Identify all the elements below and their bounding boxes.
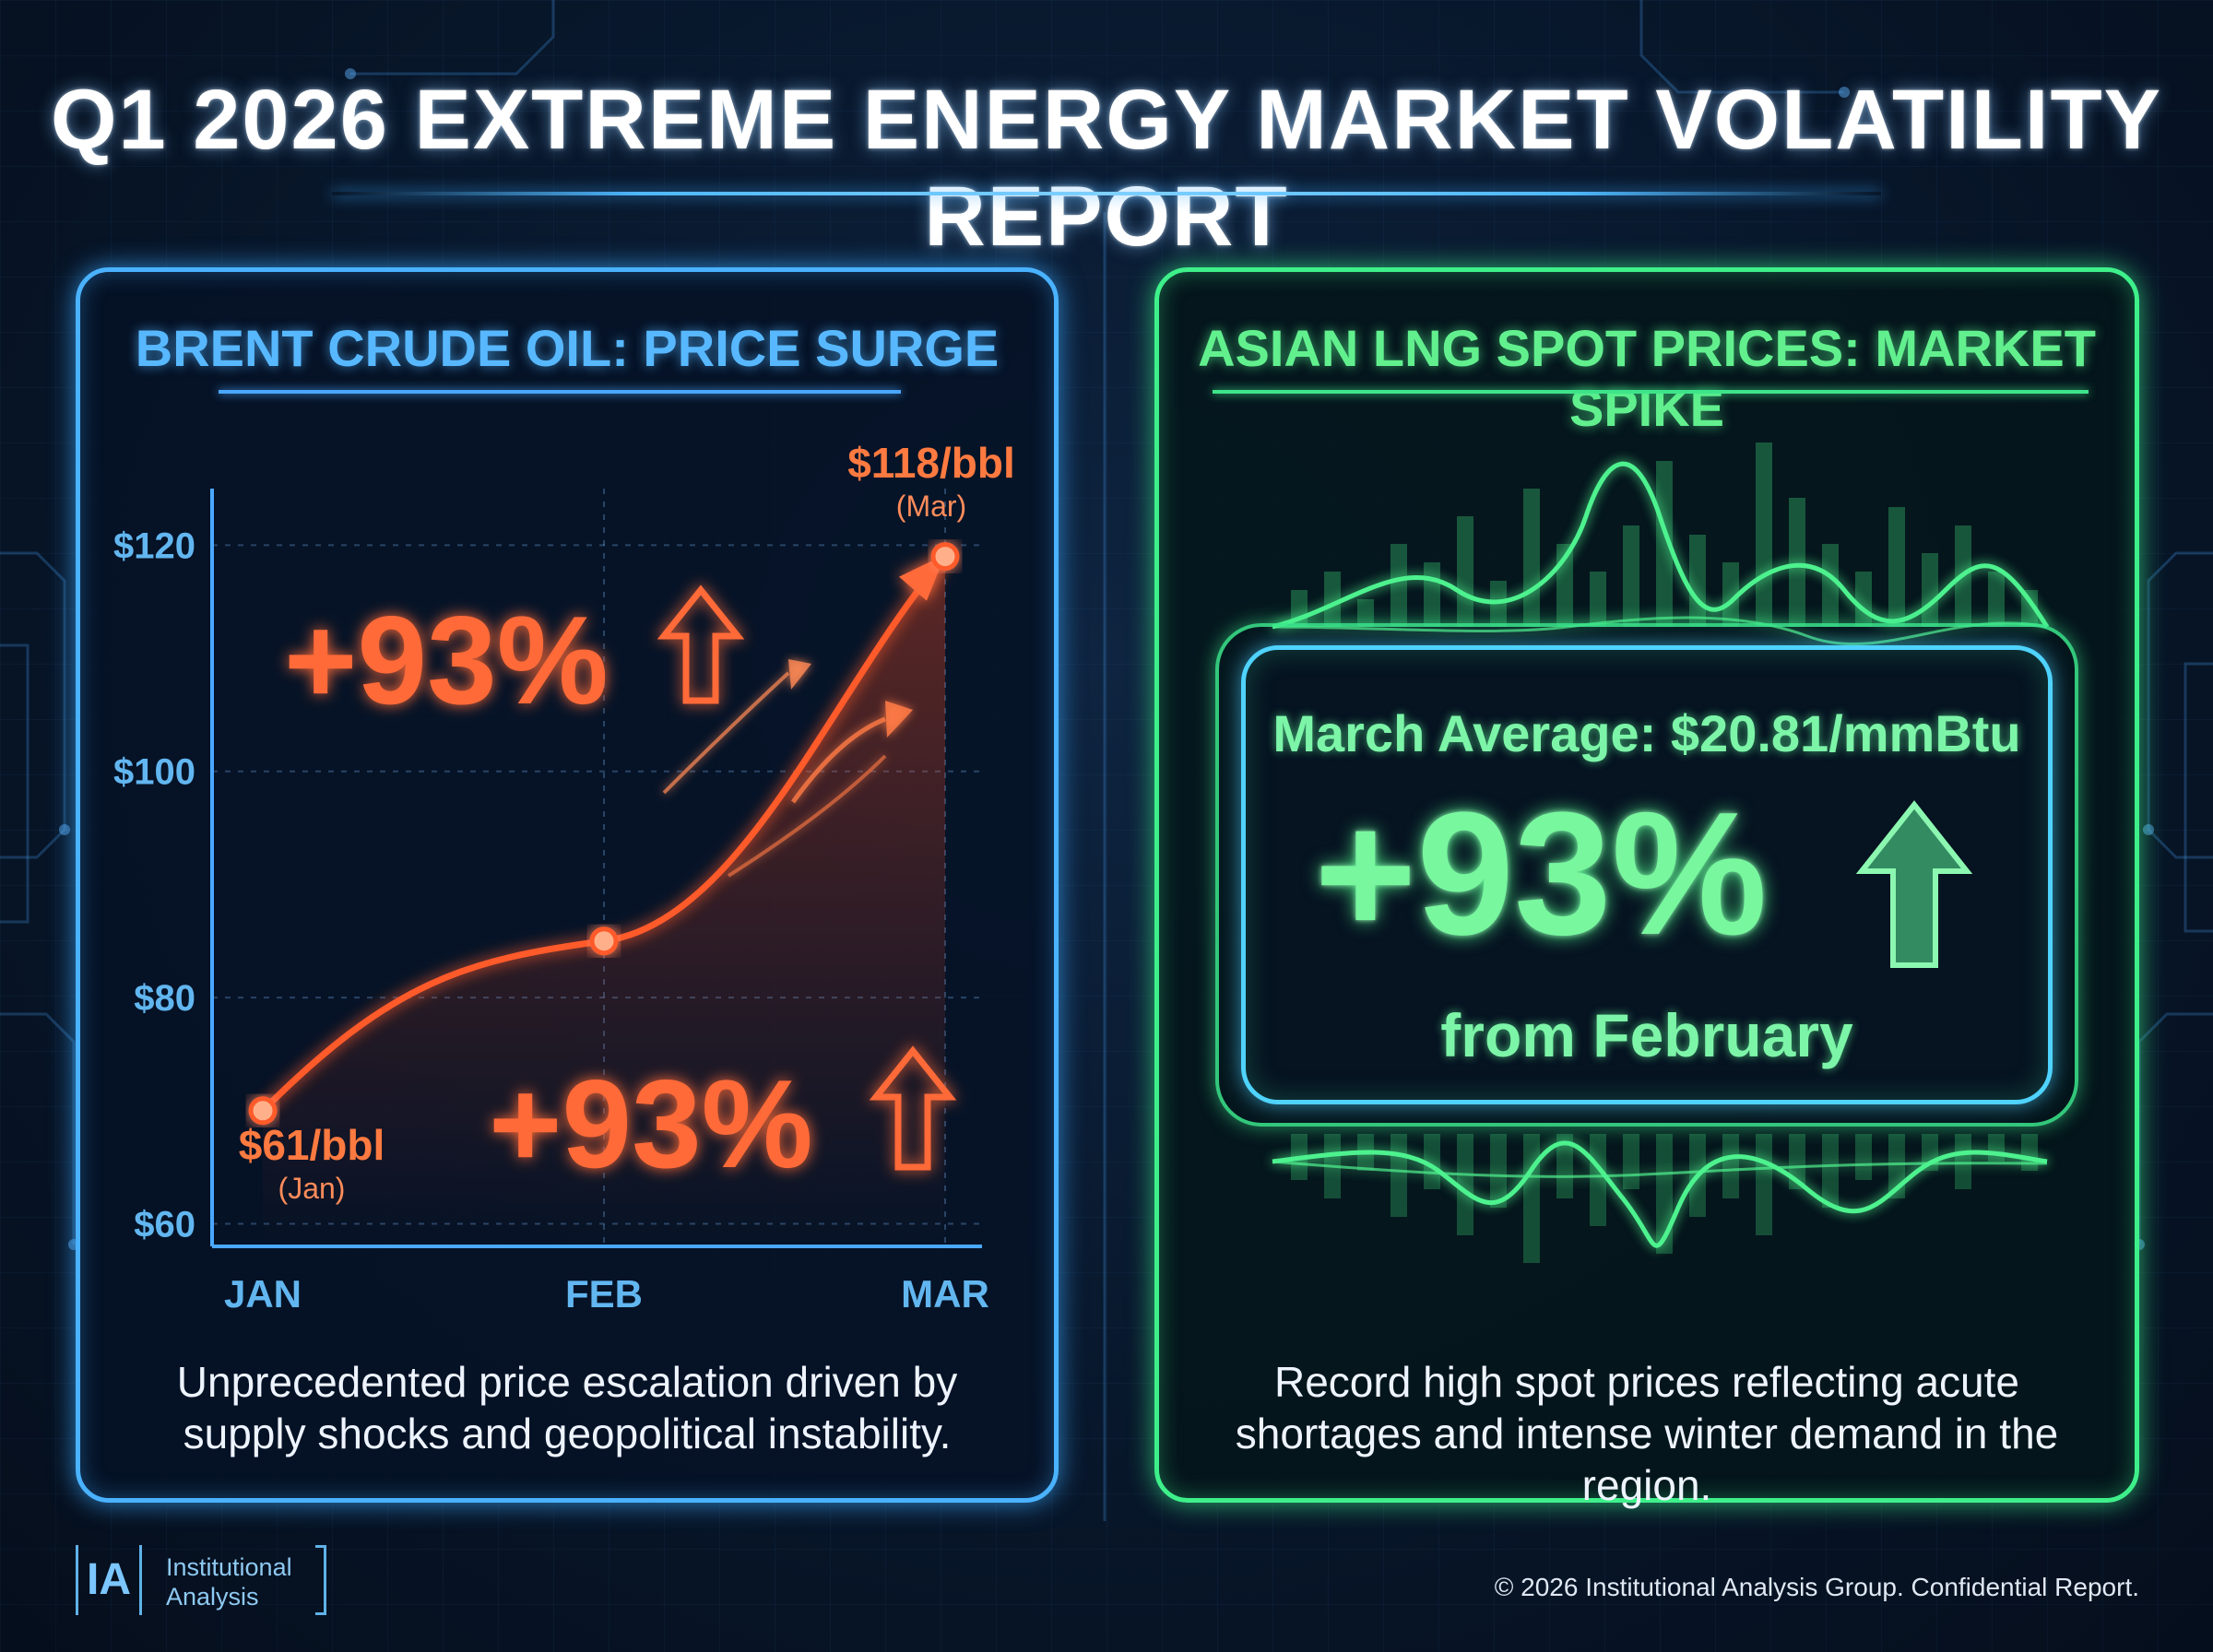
logo-line-2: Analysis bbox=[166, 1583, 259, 1611]
lng-decor-bar bbox=[1623, 525, 1639, 627]
logo-mark: IA bbox=[76, 1545, 142, 1615]
y-tick-label: $120 bbox=[113, 525, 195, 566]
lng-decor-bar bbox=[1722, 1134, 1739, 1198]
brent-data-point bbox=[930, 542, 960, 572]
y-tick-label: $80 bbox=[134, 978, 195, 1019]
lng-decor-bar bbox=[1391, 544, 1407, 627]
x-tick-label: FEB bbox=[565, 1272, 643, 1316]
copyright-notice: © 2026 Institutional Analysis Group. Con… bbox=[1494, 1573, 2139, 1601]
brent-end-sub: (Mar) bbox=[896, 490, 966, 523]
y-tick-label: $100 bbox=[113, 752, 195, 793]
lng-decor-bar bbox=[1888, 507, 1905, 627]
x-tick-label: JAN bbox=[224, 1272, 302, 1316]
lng-decor-bar bbox=[1988, 572, 2005, 627]
lng-highlight-card: March Average: $20.81/mmBtu +93% from Fe… bbox=[1241, 645, 2053, 1104]
lng-decor-bar bbox=[1523, 489, 1540, 627]
brent-area-fill bbox=[263, 556, 945, 1246]
lng-decor-bar bbox=[1623, 1134, 1639, 1189]
brent-series bbox=[248, 542, 960, 1246]
lng-decor-bar bbox=[1855, 572, 1872, 627]
lng-decor-bar bbox=[1424, 562, 1440, 627]
lng-decor-bar bbox=[1756, 442, 1772, 627]
lng-decor-bar bbox=[1556, 1134, 1573, 1198]
lng-decor-bar bbox=[1822, 1134, 1839, 1208]
brent-caption: Unprecedented price escalation driven by… bbox=[176, 1358, 958, 1457]
lng-decor-bar bbox=[2021, 1134, 2038, 1171]
lng-decor-bar bbox=[1789, 498, 1805, 627]
brent-data-point bbox=[248, 1096, 278, 1126]
lng-march-average: March Average: $20.81/mmBtu bbox=[1272, 704, 2021, 762]
lng-decor-bar bbox=[1457, 1134, 1473, 1235]
brent-panel-title: BRENT CRUDE OIL: PRICE SURGE bbox=[135, 319, 1000, 377]
lng-decor-bar bbox=[1855, 1134, 1872, 1180]
brent-start-label: $61/bbl bbox=[239, 1121, 385, 1169]
lng-decor-bar bbox=[1590, 1134, 1606, 1226]
x-tick-label: MAR bbox=[901, 1272, 989, 1316]
lng-decor-bar bbox=[1689, 535, 1706, 627]
lng-decor-bar bbox=[1822, 544, 1839, 627]
brent-decor-arrows bbox=[662, 659, 913, 878]
arrow-up-icon bbox=[657, 584, 745, 704]
arrow-up-icon bbox=[869, 1045, 957, 1171]
lng-decor-bar bbox=[1756, 1134, 1772, 1235]
brent-end-label: $118/bbl bbox=[847, 439, 1015, 487]
logo-line-1: Institutional bbox=[166, 1553, 292, 1581]
lng-decor-bar bbox=[1922, 553, 1938, 627]
y-tick-label: $60 bbox=[134, 1204, 195, 1245]
arrow-up-icon bbox=[1855, 800, 1973, 968]
lng-decor-bar bbox=[1590, 572, 1606, 627]
title-underline bbox=[332, 192, 1881, 195]
logo-text: Institutional Analysis bbox=[166, 1552, 292, 1611]
lng-decor-bar bbox=[1357, 599, 1374, 627]
page-title: Q1 2026 EXTREME ENERGY MARKET VOLATILITY… bbox=[50, 73, 2163, 264]
brent-data-point bbox=[589, 926, 619, 956]
lng-outer-frame bbox=[1215, 623, 2078, 1127]
lng-decor-bar bbox=[1457, 516, 1473, 627]
lng-panel-title: ASIAN LNG SPOT PRICES: MARKET SPIKE bbox=[1198, 319, 2096, 437]
brent-big-pct: +93% +93% bbox=[284, 584, 957, 1194]
lng-from-label: from February bbox=[1440, 1001, 1853, 1069]
brent-pct-lower: +93% bbox=[489, 1054, 813, 1194]
lng-caption: Record high spot prices reflecting acute… bbox=[1235, 1358, 2059, 1509]
lng-decor-bar bbox=[1523, 1134, 1540, 1263]
lng-decor-bar bbox=[1324, 572, 1341, 627]
lng-decor-bar bbox=[1490, 1134, 1507, 1208]
brent-title-underline bbox=[219, 390, 901, 394]
lng-decor-bar bbox=[2021, 590, 2038, 627]
lng-decor-bar bbox=[1955, 1134, 1971, 1189]
lng-decor-bar bbox=[1988, 1134, 2005, 1162]
lng-pct-change: +93% bbox=[1314, 776, 1768, 972]
lng-decor-bar bbox=[1391, 1134, 1407, 1217]
lng-decor-bar bbox=[1656, 461, 1673, 627]
institutional-analysis-logo: IA Institutional Analysis bbox=[76, 1545, 326, 1615]
brent-labels: $60 $80 $100 $120 JAN FEB MAR bbox=[113, 525, 989, 1316]
brent-series-line bbox=[260, 554, 948, 1114]
lng-title-underline bbox=[1213, 390, 2089, 394]
brent-start-sub: (Jan) bbox=[278, 1172, 346, 1205]
brent-pct-upper: +93% bbox=[284, 590, 609, 730]
brent-line-arrowhead bbox=[899, 554, 945, 601]
logo-bracket bbox=[315, 1545, 326, 1615]
lng-decor-bar bbox=[1722, 562, 1739, 627]
lng-decor-bar bbox=[1424, 1134, 1440, 1189]
